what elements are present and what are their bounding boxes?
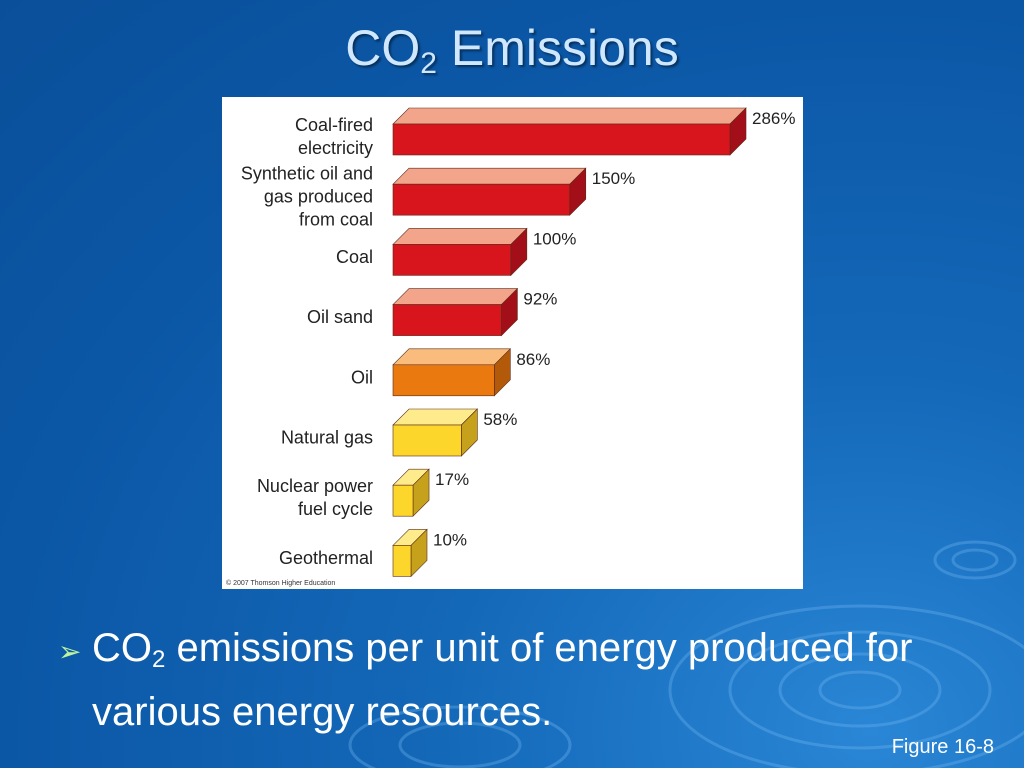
bullet-subscript: 2 (152, 646, 166, 673)
bar (392, 364, 495, 397)
bar-value-label: 150% (592, 169, 635, 188)
bar-top-face (392, 167, 587, 185)
category-label: from coal (299, 210, 373, 230)
title-rest: Emissions (436, 20, 679, 76)
bullet-rest: emissions per unit of energy produced fo… (92, 626, 913, 734)
category-label: gas produced (264, 187, 373, 207)
bar-top-face (392, 288, 519, 305)
bar (392, 123, 731, 156)
bar-value-label: 286% (752, 109, 795, 128)
category-label: electricity (298, 138, 373, 158)
chart-panel: 286% Coal-fired electricity 150% Synthetic o… (222, 97, 803, 589)
title-subscript: 2 (420, 47, 437, 80)
bar (392, 304, 502, 336)
category-label: Nuclear power (257, 476, 373, 496)
slide-title: CO2 Emissions (0, 18, 1024, 94)
bar-top-face (392, 228, 528, 245)
figure-label: Figure 16-8 (891, 736, 994, 758)
category-label: Geothermal (279, 548, 373, 568)
bullet-text: CO2 emissions per unit of energy produce… (92, 622, 972, 738)
bar-value-label: 92% (523, 290, 557, 309)
category-label: Oil sand (307, 307, 373, 327)
arrow-bullet-icon: ➢ (58, 636, 82, 667)
bar (392, 183, 571, 216)
bar (392, 484, 414, 517)
bar (392, 545, 412, 577)
category-label: Coal-fired (295, 115, 373, 135)
category-label: Oil (351, 367, 373, 387)
bar-value-label: 17% (435, 470, 469, 489)
emissions-bar-chart: 286% Coal-fired electricity 150% Synthetic o… (241, 107, 795, 578)
bar-value-label: 86% (516, 350, 550, 369)
bar (392, 244, 512, 276)
bullet-co: CO (92, 626, 152, 670)
category-label: Coal (336, 247, 373, 267)
bar (392, 424, 462, 457)
bar-value-label: 100% (533, 229, 576, 248)
category-label: Natural gas (281, 428, 373, 448)
bar-value-label: 58% (483, 410, 517, 429)
bar-top-face (392, 107, 747, 125)
chart-copyright: © 2007 Thomson Higher Education (226, 580, 336, 587)
bar-value-label: 10% (433, 530, 467, 549)
bar-top-face (392, 348, 512, 366)
category-label: fuel cycle (298, 499, 373, 519)
category-label: Synthetic oil and (241, 164, 373, 184)
title-co: CO (345, 20, 421, 76)
